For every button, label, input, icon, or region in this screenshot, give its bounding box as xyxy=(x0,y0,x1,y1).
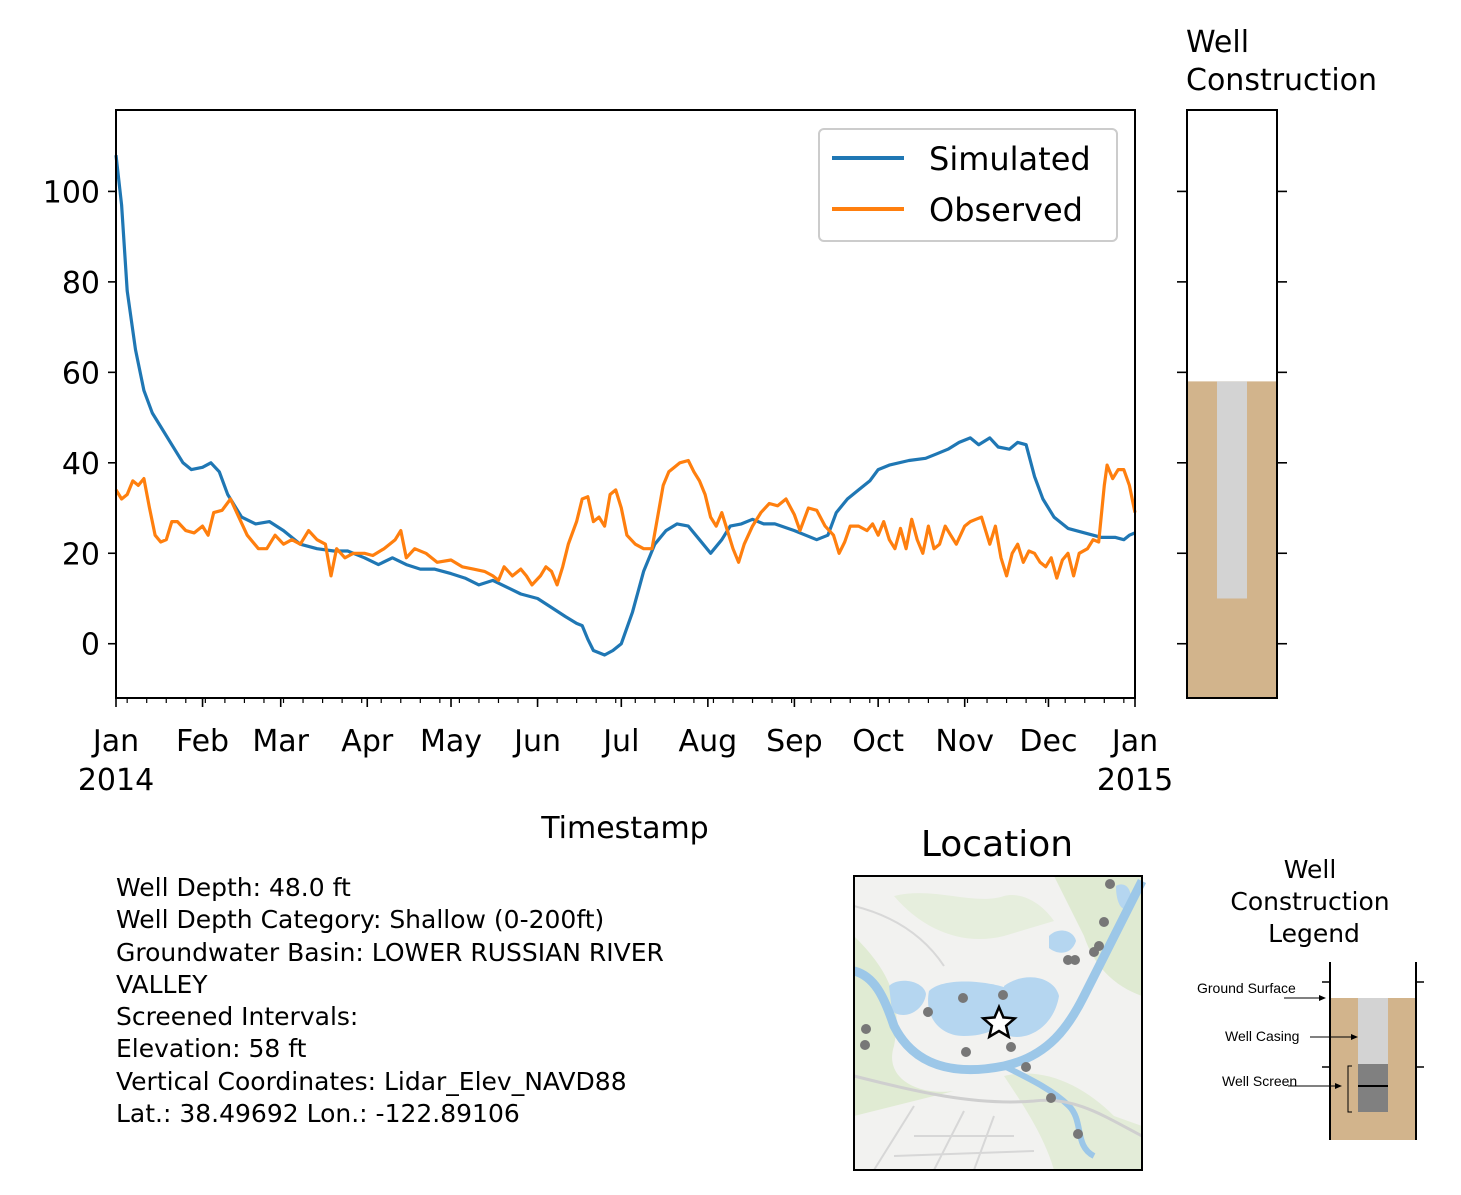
well-construction-panel: Well Construction xyxy=(1177,25,1377,699)
legend-label-well-screen: Well Screen xyxy=(1222,1073,1297,1089)
y-tick-label: 60 xyxy=(62,356,100,391)
well-point xyxy=(958,993,968,1003)
road xyxy=(853,905,945,967)
x-tick-label: Feb xyxy=(176,724,229,759)
legend-panel-title: Well Construction Legend xyxy=(1230,855,1397,948)
x-tick-label: Aug xyxy=(679,724,738,759)
well-point xyxy=(1021,1062,1031,1072)
well-point xyxy=(923,1007,933,1017)
well-point xyxy=(1070,955,1080,965)
x-tick-label: Jan xyxy=(91,724,139,759)
well-point xyxy=(1105,879,1115,889)
well-point xyxy=(1006,1042,1016,1052)
well-point xyxy=(961,1047,971,1057)
x-tick-label: Sep xyxy=(766,724,823,759)
legend-screen xyxy=(1358,1064,1388,1112)
x-tick-label: Dec xyxy=(1019,724,1077,759)
x-tick-year-label: 2015 xyxy=(1097,763,1173,798)
location-map: Location xyxy=(852,824,1146,1171)
well-point xyxy=(860,1040,870,1050)
well-point xyxy=(998,990,1008,1000)
y-tick-label: 20 xyxy=(62,537,100,572)
info-line: VALLEY xyxy=(116,969,208,999)
river xyxy=(1002,1063,1096,1159)
well-point xyxy=(1046,1093,1056,1103)
groundwater-level-chart: 0 20 40 60 80 100 Jan 2014 Feb Mar Apr May Jun Jul Au… xyxy=(43,109,1173,846)
info-line: Elevation: 58 ft xyxy=(116,1034,307,1064)
well-point xyxy=(861,1024,871,1034)
x-tick-label: Mar xyxy=(252,724,309,759)
map-title: Location xyxy=(921,824,1073,865)
x-tick-label: May xyxy=(420,724,482,759)
x-tick-label: Jun xyxy=(512,724,561,759)
y-tick-label: 40 xyxy=(62,447,100,482)
info-line: Lat.: 38.49692 Lon.: -122.89106 xyxy=(116,1099,520,1129)
vegetation-area xyxy=(1054,876,1142,996)
nearby-wells xyxy=(860,879,1115,1139)
well-construction-title: Well Construction xyxy=(1186,25,1377,98)
pond xyxy=(889,980,926,1015)
y-tick-label: 80 xyxy=(62,266,100,301)
well-point xyxy=(1073,1129,1083,1139)
well-casing xyxy=(1217,381,1247,599)
x-tick-year-label: 2014 xyxy=(78,763,154,798)
info-line: Well Depth Category: Shallow (0-200ft) xyxy=(116,905,605,935)
well-info: Well Depth: 48.0 ft Well Depth Category:… xyxy=(116,872,664,1130)
well-point xyxy=(1099,917,1109,927)
info-line: Vertical Coordinates: Lidar_Elev_NAVD88 xyxy=(116,1066,627,1096)
map-frame xyxy=(853,875,1143,1171)
vegetation-area xyxy=(1004,1073,1142,1170)
pond xyxy=(1049,930,1076,953)
legend-label-well-casing: Well Casing xyxy=(1225,1028,1299,1044)
pond xyxy=(1004,977,1059,1037)
info-line: Well Depth: 48.0 ft xyxy=(116,873,351,902)
x-tick-label: Oct xyxy=(852,724,904,759)
road xyxy=(853,1074,1143,1138)
x-axis-label: Timestamp xyxy=(540,811,708,846)
well-construction-legend: Well Construction Legend Ground Surface … xyxy=(1197,855,1424,1140)
screen-bracket xyxy=(1347,1065,1352,1113)
x-tick-label: Nov xyxy=(935,724,994,759)
chart-legend: Simulated Observed xyxy=(818,128,1118,242)
vegetation-area xyxy=(854,936,954,1116)
star-icon xyxy=(980,1003,1018,1040)
series-line-observed xyxy=(114,458,1137,587)
x-tick-label: Jan xyxy=(1110,724,1158,759)
well-point xyxy=(1094,941,1104,951)
x-tick-label: Jul xyxy=(601,724,639,759)
well-panel-frame xyxy=(1186,109,1278,699)
legend-label-simulated: Simulated xyxy=(929,140,1091,178)
legend-label-ground-surface: Ground Surface xyxy=(1197,980,1296,996)
road xyxy=(873,1105,1035,1171)
x-tick-label: Apr xyxy=(341,724,394,759)
plot-frame xyxy=(115,109,1136,699)
y-tick-label: 100 xyxy=(43,175,100,210)
info-line: Groundwater Basin: LOWER RUSSIAN RIVER xyxy=(116,937,664,967)
series-line-simulated xyxy=(114,155,1136,657)
well-point xyxy=(1063,955,1073,965)
y-tick-label: 0 xyxy=(81,628,100,663)
info-line: Screened Intervals: xyxy=(116,1002,359,1032)
legend-label-observed: Observed xyxy=(929,191,1083,229)
vegetation-area xyxy=(894,893,1054,940)
